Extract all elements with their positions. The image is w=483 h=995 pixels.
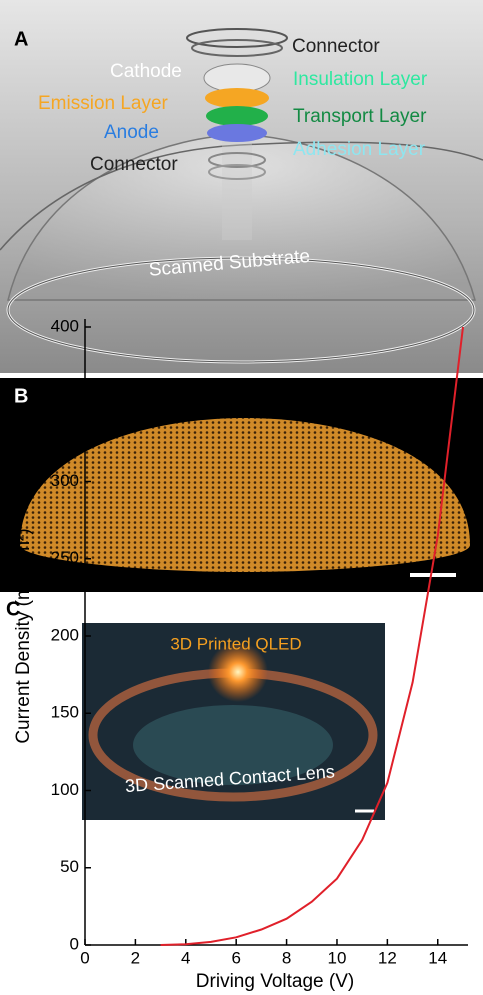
y-tick-label: 0 <box>70 934 79 953</box>
transport-disk <box>206 106 268 126</box>
x-tick-label: 4 <box>181 948 190 967</box>
x-tick-label: 0 <box>80 948 89 967</box>
x-tick-label: 10 <box>328 948 347 967</box>
y-tick-label: 400 <box>51 316 79 335</box>
y-tick-label: 200 <box>51 625 79 644</box>
layer-label: Adhesion Layer <box>293 139 426 160</box>
panel-label: B <box>14 385 28 407</box>
cathode-disk <box>204 64 270 92</box>
figure: A Connector Cathode Insulation Layer Emi… <box>0 0 483 995</box>
x-tick-label: 8 <box>282 948 291 967</box>
x-tick-label: 2 <box>131 948 140 967</box>
x-tick-label: 12 <box>378 948 397 967</box>
anode-disk <box>207 124 267 142</box>
emission-disk <box>205 88 269 108</box>
y-tick-label: 100 <box>51 780 79 799</box>
layer-label: Cathode <box>110 61 182 82</box>
y-tick-label: 250 <box>51 548 79 567</box>
panel-label: A <box>14 28 28 50</box>
y-tick-label: 50 <box>60 857 79 876</box>
y-tick-label: 150 <box>51 703 79 722</box>
connector-post <box>222 140 252 240</box>
y-tick-label: 300 <box>51 471 79 490</box>
layer-label: Anode <box>104 122 159 143</box>
y-axis-title: Current Density (mA/cm²) <box>13 528 34 743</box>
x-tick-label: 14 <box>428 948 447 967</box>
x-tick-label: 6 <box>231 948 240 967</box>
layer-label: Emission Layer <box>38 93 169 114</box>
layer-label: Connector <box>292 36 380 57</box>
inset-title: 3D Printed QLED <box>170 634 301 653</box>
layer-label: Transport Layer <box>293 106 427 127</box>
y-tick-label: 350 <box>51 394 79 413</box>
layer-label: Connector <box>90 154 178 175</box>
layer-label: Insulation Layer <box>293 69 428 90</box>
x-axis-title: Driving Voltage (V) <box>196 971 354 992</box>
